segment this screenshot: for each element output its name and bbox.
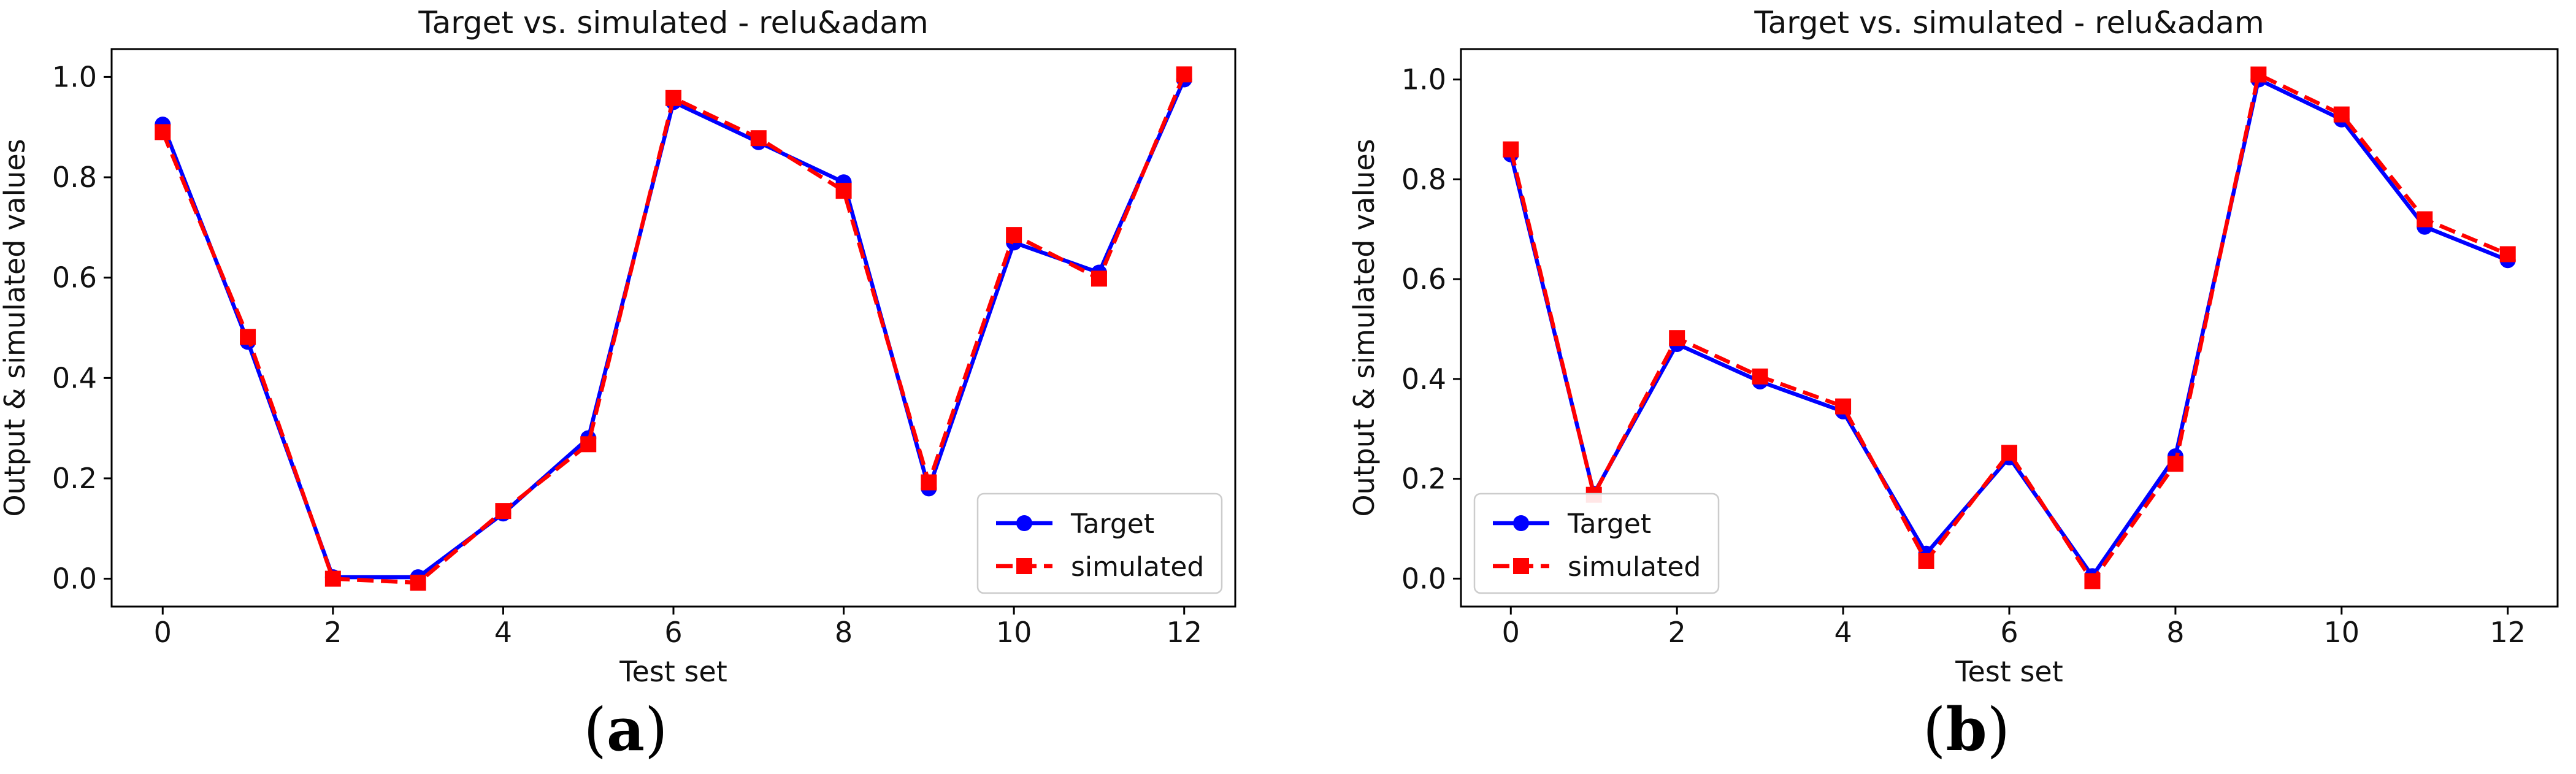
data-point-square-marker bbox=[2001, 445, 2017, 461]
data-point-square-marker bbox=[2417, 211, 2433, 228]
x-tick-label: 2 bbox=[1668, 616, 1686, 649]
caption-a-text: (a) bbox=[583, 693, 667, 767]
legend: Target simulated bbox=[976, 492, 1223, 594]
caption-b-open-paren: ( bbox=[1922, 695, 1946, 764]
chart-title: Target vs. simulated - relu&adam bbox=[1754, 5, 2264, 40]
data-point-square-marker bbox=[1513, 558, 1529, 574]
data-point-square-marker bbox=[1016, 558, 1032, 574]
caption-b-close-paren: ) bbox=[1987, 695, 2011, 764]
legend-label: Target bbox=[1070, 508, 1154, 540]
x-tick-label: 8 bbox=[835, 616, 853, 649]
caption-a-close-paren: ) bbox=[645, 695, 668, 764]
data-point-square-marker bbox=[665, 90, 681, 106]
x-axis-label: Test set bbox=[1955, 655, 2063, 688]
x-tick-label: 4 bbox=[494, 616, 512, 649]
data-point-square-marker bbox=[580, 436, 597, 453]
caption-a-open-paren: ( bbox=[583, 695, 607, 764]
line-chart-b: 0 2 4 6 8 10 12 0.0 0.2 0.4 0.6 0.8 1.0 Target vs. si… bbox=[1347, 5, 2559, 688]
y-tick-label: 1.0 bbox=[52, 60, 97, 93]
data-point-square-marker bbox=[1669, 330, 1685, 347]
legend-label: simulated bbox=[1071, 551, 1204, 583]
legend-label: simulated bbox=[1568, 551, 1701, 583]
y-tick-label: 0.2 bbox=[52, 462, 97, 495]
data-point-square-marker bbox=[2167, 456, 2183, 472]
y-tick-label: 0.6 bbox=[1401, 262, 1446, 296]
data-point-square-marker bbox=[750, 130, 767, 147]
y-tick-label: 0.4 bbox=[52, 361, 97, 394]
legend-label: Target bbox=[1567, 508, 1651, 540]
data-point-square-marker bbox=[2333, 106, 2350, 123]
data-point-square-marker bbox=[2250, 66, 2267, 83]
x-axis-label: Test set bbox=[619, 655, 727, 688]
data-point-square-marker bbox=[921, 474, 937, 491]
x-tick-label: 6 bbox=[664, 616, 682, 649]
legend: Target simulated bbox=[1473, 492, 1720, 594]
legend-box bbox=[976, 492, 1223, 594]
caption-a-letter: a bbox=[606, 695, 645, 764]
x-tick-label: 8 bbox=[2166, 616, 2184, 649]
x-tick-label: 4 bbox=[1834, 616, 1852, 649]
x-tick-label: 12 bbox=[1166, 616, 1202, 649]
caption-b-letter: b bbox=[1945, 695, 1987, 764]
data-point-square-marker bbox=[1176, 66, 1192, 83]
y-tick-label: 0.4 bbox=[1401, 362, 1446, 396]
data-point-circle-marker bbox=[1513, 515, 1529, 531]
legend-box bbox=[1473, 492, 1720, 594]
data-point-square-marker bbox=[1503, 141, 1519, 158]
data-point-square-marker bbox=[835, 183, 852, 199]
subfigure-caption-b: (b) bbox=[1288, 693, 2576, 767]
y-tick-label: 0.6 bbox=[52, 261, 97, 294]
y-axis-label: Output & simulated values bbox=[0, 139, 31, 516]
data-point-square-marker bbox=[495, 503, 512, 519]
y-tick-label: 0.2 bbox=[1401, 462, 1446, 496]
figure-row: 0 2 4 6 8 10 12 0.0 0.2 0.4 0.6 0.8 1.0 Target vs. si… bbox=[0, 0, 2576, 693]
data-point-square-marker bbox=[2084, 573, 2101, 589]
data-point-square-marker bbox=[240, 329, 256, 345]
data-point-circle-marker bbox=[1016, 515, 1032, 531]
y-tick-label: 0.0 bbox=[52, 562, 97, 596]
x-tick-label: 12 bbox=[2490, 616, 2526, 649]
data-point-square-marker bbox=[1752, 368, 1768, 385]
x-tick-label: 6 bbox=[2000, 616, 2018, 649]
data-point-square-marker bbox=[1006, 227, 1022, 243]
data-point-square-marker bbox=[1091, 270, 1107, 287]
data-point-square-marker bbox=[2499, 246, 2516, 262]
y-tick-label: 0.0 bbox=[1401, 562, 1446, 595]
y-tick-label: 0.8 bbox=[1401, 163, 1446, 196]
data-point-square-marker bbox=[1918, 553, 1934, 569]
caption-row: (a) (b) bbox=[0, 693, 2576, 774]
y-axis-label: Output & simulated values bbox=[1347, 139, 1381, 516]
x-tick-label: 0 bbox=[1502, 616, 1520, 649]
subplot-a: 0 2 4 6 8 10 12 0.0 0.2 0.4 0.6 0.8 1.0 Target vs. si… bbox=[0, 0, 1288, 693]
subfigure-caption-a: (a) bbox=[0, 693, 1288, 767]
data-point-square-marker bbox=[1835, 398, 1852, 415]
x-tick-label: 10 bbox=[996, 616, 1032, 649]
caption-b-text: (b) bbox=[1923, 693, 2010, 767]
line-chart-a: 0 2 4 6 8 10 12 0.0 0.2 0.4 0.6 0.8 1.0 Target vs. si… bbox=[0, 5, 1236, 688]
x-tick-label: 0 bbox=[154, 616, 172, 649]
subplot-b: 0 2 4 6 8 10 12 0.0 0.2 0.4 0.6 0.8 1.0 Target vs. si… bbox=[1288, 0, 2576, 693]
data-point-square-marker bbox=[410, 575, 426, 591]
chart-title: Target vs. simulated - relu&adam bbox=[418, 5, 928, 40]
y-tick-label: 1.0 bbox=[1401, 63, 1446, 96]
data-point-square-marker bbox=[155, 124, 171, 140]
data-point-square-marker bbox=[324, 570, 341, 587]
x-tick-label: 2 bbox=[324, 616, 342, 649]
y-tick-label: 0.8 bbox=[52, 161, 97, 194]
x-tick-label: 10 bbox=[2324, 616, 2360, 649]
